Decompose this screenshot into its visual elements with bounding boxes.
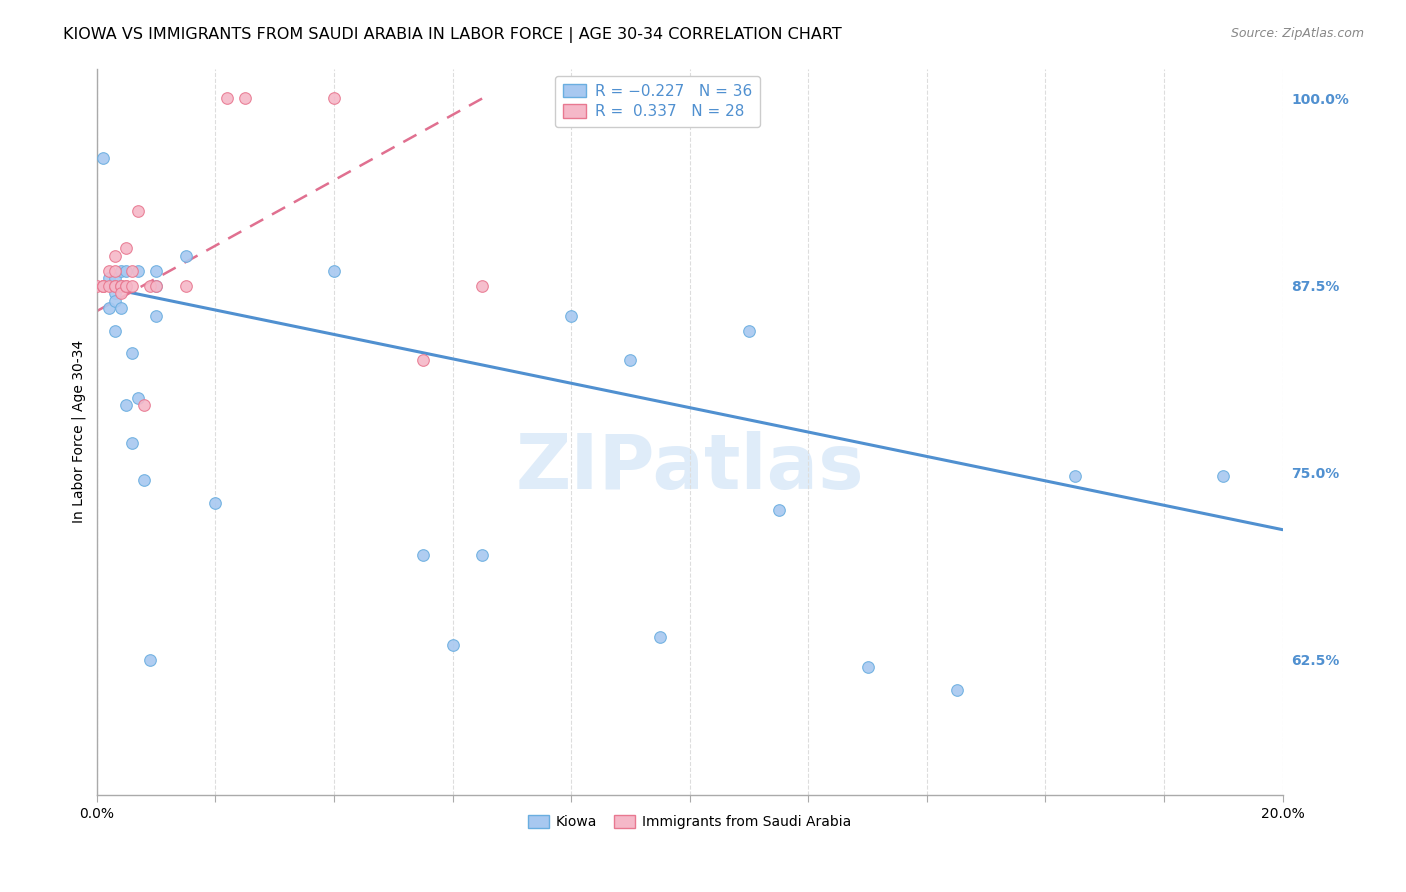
Point — [121, 346, 143, 360]
Point — [127, 263, 149, 277]
Point — [145, 278, 167, 293]
Point — [134, 473, 156, 487]
Point — [648, 631, 671, 645]
Point — [86, 278, 108, 293]
Point — [233, 91, 256, 105]
Point — [127, 391, 149, 405]
Point — [97, 278, 120, 293]
Point — [127, 203, 149, 218]
Point — [110, 278, 132, 293]
Point — [104, 278, 127, 293]
Point — [174, 249, 197, 263]
Point — [1212, 468, 1234, 483]
Point — [104, 324, 127, 338]
Point — [441, 638, 464, 652]
Point — [91, 278, 114, 293]
Text: ZIPatlas: ZIPatlas — [516, 431, 865, 505]
Point — [115, 263, 138, 277]
Point — [104, 249, 127, 263]
Point — [217, 91, 239, 105]
Point — [104, 263, 127, 277]
Point — [115, 278, 138, 293]
Point — [768, 503, 790, 517]
Point — [145, 278, 167, 293]
Legend: Kiowa, Immigrants from Saudi Arabia: Kiowa, Immigrants from Saudi Arabia — [523, 810, 856, 835]
Point — [134, 398, 156, 412]
Point — [121, 435, 143, 450]
Text: Source: ZipAtlas.com: Source: ZipAtlas.com — [1230, 27, 1364, 40]
Point — [97, 271, 120, 285]
Point — [91, 278, 114, 293]
Point — [121, 263, 143, 277]
Point — [104, 286, 127, 301]
Y-axis label: In Labor Force | Age 30-34: In Labor Force | Age 30-34 — [72, 340, 86, 524]
Point — [145, 263, 167, 277]
Point — [412, 548, 434, 562]
Point — [945, 682, 967, 697]
Point — [97, 301, 120, 315]
Point — [323, 91, 346, 105]
Point — [110, 263, 132, 277]
Point — [121, 278, 143, 293]
Point — [110, 278, 132, 293]
Point — [471, 278, 494, 293]
Point — [174, 278, 197, 293]
Point — [110, 286, 132, 301]
Point — [115, 398, 138, 412]
Point — [412, 353, 434, 368]
Point — [91, 278, 114, 293]
Point — [97, 263, 120, 277]
Point — [104, 271, 127, 285]
Point — [139, 278, 162, 293]
Point — [104, 293, 127, 308]
Point — [104, 278, 127, 293]
Point — [738, 324, 761, 338]
Point — [323, 263, 346, 277]
Point — [471, 548, 494, 562]
Point — [560, 309, 582, 323]
Point — [1064, 468, 1087, 483]
Point — [856, 660, 879, 674]
Point — [619, 353, 641, 368]
Point — [115, 241, 138, 255]
Point — [139, 653, 162, 667]
Point — [145, 309, 167, 323]
Point — [110, 278, 132, 293]
Point — [110, 301, 132, 315]
Text: KIOWA VS IMMIGRANTS FROM SAUDI ARABIA IN LABOR FORCE | AGE 30-34 CORRELATION CHA: KIOWA VS IMMIGRANTS FROM SAUDI ARABIA IN… — [63, 27, 842, 43]
Point — [91, 152, 114, 166]
Point — [115, 278, 138, 293]
Point — [204, 496, 226, 510]
